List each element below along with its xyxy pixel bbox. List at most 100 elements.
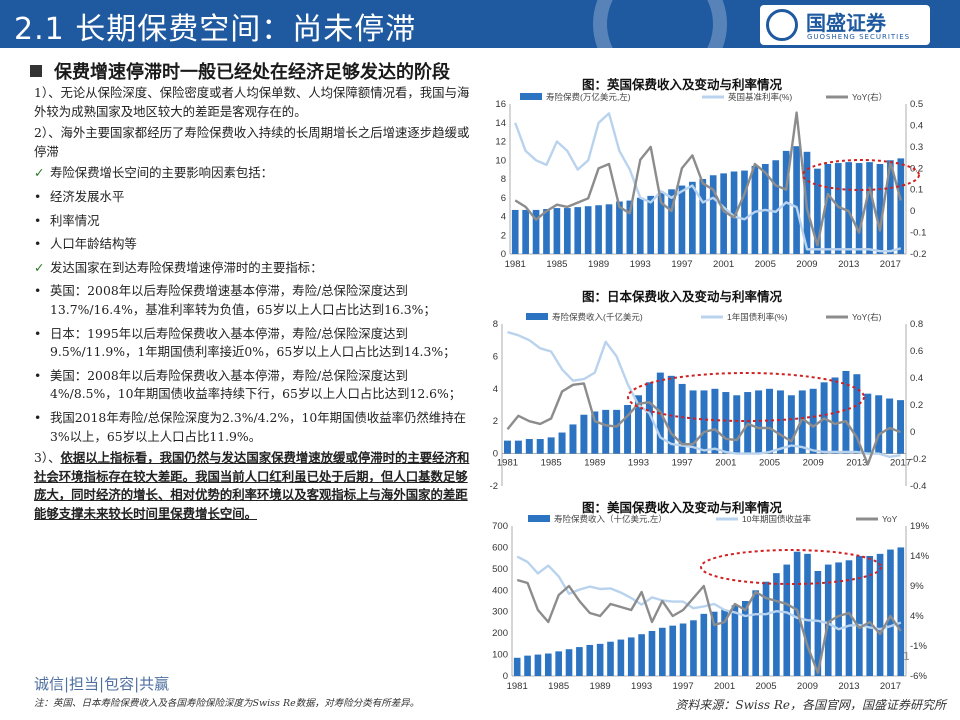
page-title: 2.1 长期保费空间：尚未停滞 [14, 12, 417, 47]
legend-swatch [528, 515, 550, 522]
bullet-item: • 人口年龄结构等 [34, 235, 474, 254]
bar [722, 392, 730, 454]
bar [876, 553, 884, 676]
bullet-icon: • [34, 236, 42, 252]
bar [720, 173, 727, 254]
bar [659, 627, 666, 676]
bar [709, 175, 717, 254]
square-bullet-icon [30, 65, 42, 77]
bar [721, 609, 728, 676]
legend-label: 寿险保费收入（十亿美元,左） [554, 514, 667, 524]
bar [814, 571, 822, 676]
y-left-tick-label: 700 [492, 521, 508, 532]
bullet-icon: • [34, 367, 42, 383]
bar [648, 631, 656, 676]
bar [555, 651, 562, 676]
bar [762, 581, 770, 676]
highlight-ellipse [802, 159, 920, 191]
x-tick-label: 1981 [497, 458, 518, 469]
bar [536, 439, 544, 454]
y-left-tick-label: 0 [501, 249, 506, 260]
bar [586, 644, 594, 676]
legend-label: YoY(右) [852, 312, 882, 322]
x-tick-label: 2005 [755, 681, 776, 692]
x-tick-label: 1993 [631, 681, 652, 692]
bar [886, 398, 894, 454]
y-left-tick-label: 4 [493, 384, 498, 395]
bar [773, 573, 780, 676]
bar [634, 395, 642, 454]
bar [710, 611, 718, 676]
bar [678, 383, 686, 454]
legend-swatch [520, 93, 542, 100]
bar [580, 414, 588, 454]
bullet-item: • 英国：2008年以后寿险保费增速基本停滞，寿险/总保险深度达到13.7%/16… [34, 282, 474, 319]
y-right-tick-label: -0.1 [910, 228, 926, 239]
legend-label: 寿险保费收入(千亿美元) [552, 312, 643, 322]
y-left-tick-label: 8 [493, 319, 498, 330]
bar [814, 168, 821, 254]
bar [755, 390, 763, 454]
x-tick-label: 2017 [890, 458, 911, 469]
y-left-tick-label: 10 [495, 155, 506, 166]
y-left-tick-label: 4 [501, 212, 506, 223]
bar [627, 637, 635, 676]
y-right-tick-label: 14% [910, 551, 930, 562]
header-decoration [593, 0, 727, 48]
bar [626, 200, 634, 254]
bar [887, 549, 894, 676]
legend-label: 英国基准利率(%) [728, 92, 792, 102]
bar [657, 193, 665, 254]
bar [741, 170, 748, 254]
y-left-tick-label: 6 [501, 193, 506, 204]
y-right-tick-label: 0.2 [910, 163, 923, 174]
bullet-text: 日本：1995年以后寿险保费收入基本停滞，寿险/总保险深度达到9.5%/11.9… [50, 325, 456, 360]
body-text: 1）、无论从保险深度、保险密度或者人均保单数、人均保障额情况看，我国与海外较为成… [34, 84, 474, 523]
bar [835, 562, 842, 676]
check-item-text: 发达国家在到达寿险保费增速停滞时的主要指标： [50, 259, 323, 275]
y-right-tick-label: -6% [910, 671, 927, 682]
series-line-2 [506, 382, 901, 466]
bar [831, 377, 839, 454]
page-number: 1 [903, 650, 910, 663]
bar [766, 388, 774, 454]
legend-label: 10年期国债收益率 [742, 514, 811, 524]
paragraph-1: 1）、无论从保险深度、保险密度或者人均保单数、人均保障额情况看，我国与海外较为成… [34, 85, 470, 119]
y-right-tick-label: -1% [910, 641, 927, 652]
x-tick-label: 2009 [796, 259, 817, 270]
y-right-tick-label: -0.4 [910, 481, 926, 492]
chart-usa: 0 100 200 300 400 500 600 700 -6% -1% 4% 9% 14% 19% 19… [492, 514, 930, 692]
check-item-text: 寿险保费增长空间的主要影响因素包括： [50, 165, 274, 181]
logo-english-name: GUOSHENG SECURITIES [807, 33, 911, 41]
legend-label: 1年国债利率(%) [727, 312, 788, 322]
bar [524, 655, 531, 676]
legend-swatch [526, 313, 548, 320]
logo-name: 国盛证券 [806, 11, 886, 35]
x-tick-label: 2013 [846, 458, 867, 469]
y-right-tick-label: 0.5 [910, 99, 923, 110]
y-right-tick-label: -0.2 [910, 454, 926, 465]
x-tick-label: 2017 [880, 681, 901, 692]
bar [711, 388, 719, 454]
y-right-tick-label: 0.4 [910, 120, 923, 131]
bullet-text: 英国：2008年以后寿险保费增速基本停滞，寿险/总保险深度达到13.7%/16.… [50, 283, 436, 317]
bar [532, 209, 540, 254]
paragraph-3-conclusion: 依据以上指标看，我国仍然与发达国家保费增速放缓或停滞时的主要经济和社会环境指标存… [34, 450, 470, 521]
bar [699, 179, 707, 254]
bullet-text: 人口年龄结构等 [50, 236, 137, 252]
x-tick-label: 1997 [673, 681, 694, 692]
x-tick-label: 1993 [630, 259, 651, 270]
footer-note: 注：英国、日本寿险保费收入及各国寿险保险深度为Swiss Re数据，对寿险分类有… [34, 698, 420, 709]
x-tick-label: 1997 [671, 259, 692, 270]
check-item: ✓ 寿险保费增长空间的主要影响因素包括： [34, 164, 474, 183]
x-tick-label: 2001 [715, 458, 736, 469]
bullet-icon: • [34, 283, 42, 299]
bar [733, 395, 741, 454]
y-right-tick-label: 0.4 [910, 373, 923, 384]
legend-label: YoY [882, 514, 898, 524]
y-left-tick-label: 8 [501, 174, 506, 185]
bullet-text: 经济发展水平 [50, 188, 125, 204]
y-left-tick-label: 0 [493, 449, 498, 460]
y-right-tick-label: 0.8 [910, 319, 923, 330]
bar [834, 163, 842, 254]
